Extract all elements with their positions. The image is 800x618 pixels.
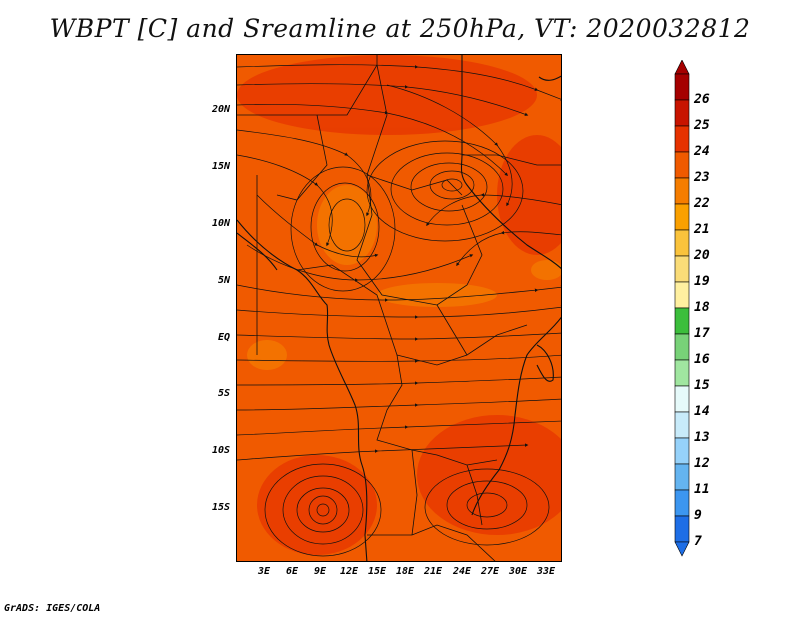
colorbar-label: 14: [694, 404, 710, 419]
lat-label-15n: 15N: [211, 161, 230, 172]
colorbar-segment: [674, 125, 690, 153]
colorbar-label: 26: [694, 92, 710, 107]
map-title: WBPT [C] and Sreamline at 250hPa, VT: 20…: [49, 14, 751, 43]
colorbar-label: 9: [694, 508, 702, 523]
colorbar-label: 22: [694, 196, 710, 211]
colorbar-label: 11: [694, 482, 710, 497]
colorbar-segment: [674, 203, 690, 231]
lat-label-15s: 15S: [211, 502, 230, 513]
colorbar-segment: [674, 385, 690, 413]
colorbar-label: 21: [694, 222, 710, 237]
lon-label-9e: 9E: [313, 566, 327, 577]
colorbar-segment: [674, 99, 690, 127]
streamline-map: [237, 55, 561, 561]
lon-label-21e: 21E: [423, 566, 443, 577]
vortex-south: [264, 463, 382, 557]
vortex-northwest: [290, 166, 396, 292]
colorbar-segment: [674, 229, 690, 257]
colorbar-segment: [674, 255, 690, 283]
colorbar-label: 23: [694, 170, 710, 185]
colorbar-segment: [674, 437, 690, 465]
colorbar-label: 18: [694, 300, 710, 315]
lat-label-5s: 5S: [217, 388, 230, 399]
map-panel: [236, 54, 562, 562]
colorbar-segment: [674, 359, 690, 387]
lon-label-24e: 24E: [452, 566, 472, 577]
colorbar-segment: [674, 281, 690, 309]
colorbar-label: 24: [694, 144, 710, 159]
lon-label-6e: 6E: [285, 566, 299, 577]
vortex-north: [366, 140, 524, 242]
lat-label-10n: 10N: [211, 218, 230, 229]
lon-label-33e: 33E: [536, 566, 556, 577]
colorbar-bottom-arrow: [674, 541, 690, 557]
streamlines: [237, 64, 561, 461]
colorbar-segment: [674, 307, 690, 335]
colorbar-label: 15: [694, 378, 710, 393]
colorbar-label: 20: [694, 248, 710, 263]
colorbar-segment: [674, 151, 690, 179]
colorbar: [674, 60, 690, 557]
colorbar-label: 25: [694, 118, 710, 133]
lon-label-18e: 18E: [395, 566, 415, 577]
colorbar-segment: [674, 411, 690, 439]
colorbar-label: 12: [694, 456, 710, 471]
lon-label-30e: 30E: [508, 566, 528, 577]
colorbar-segment: [674, 463, 690, 491]
lon-label-3e: 3E: [257, 566, 271, 577]
lat-label-5n: 5N: [217, 275, 230, 286]
lat-label-10s: 10S: [211, 445, 230, 456]
colorbar-segment: [674, 489, 690, 517]
colorbar-label: 16: [694, 352, 710, 367]
colorbar-segment: [674, 177, 690, 205]
colorbar-label: 13: [694, 430, 710, 445]
colorbar-label: 7: [694, 534, 702, 549]
colorbar-top-arrow: [674, 60, 690, 75]
credit-text: GrADS: IGES/COLA: [4, 603, 101, 614]
colorbar-label: 19: [694, 274, 710, 289]
lon-label-27e: 27E: [480, 566, 500, 577]
colorbar-label: 17: [694, 326, 710, 341]
lat-label-20n: 20N: [211, 104, 230, 115]
colorbar-segment: [674, 333, 690, 361]
vortex-southeast: [424, 468, 550, 546]
lon-label-12e: 12E: [339, 566, 359, 577]
lon-label-15e: 15E: [367, 566, 387, 577]
colorbar-segment: [674, 73, 690, 101]
lat-label-eq: EQ: [217, 332, 230, 343]
colorbar-segment: [674, 515, 690, 543]
